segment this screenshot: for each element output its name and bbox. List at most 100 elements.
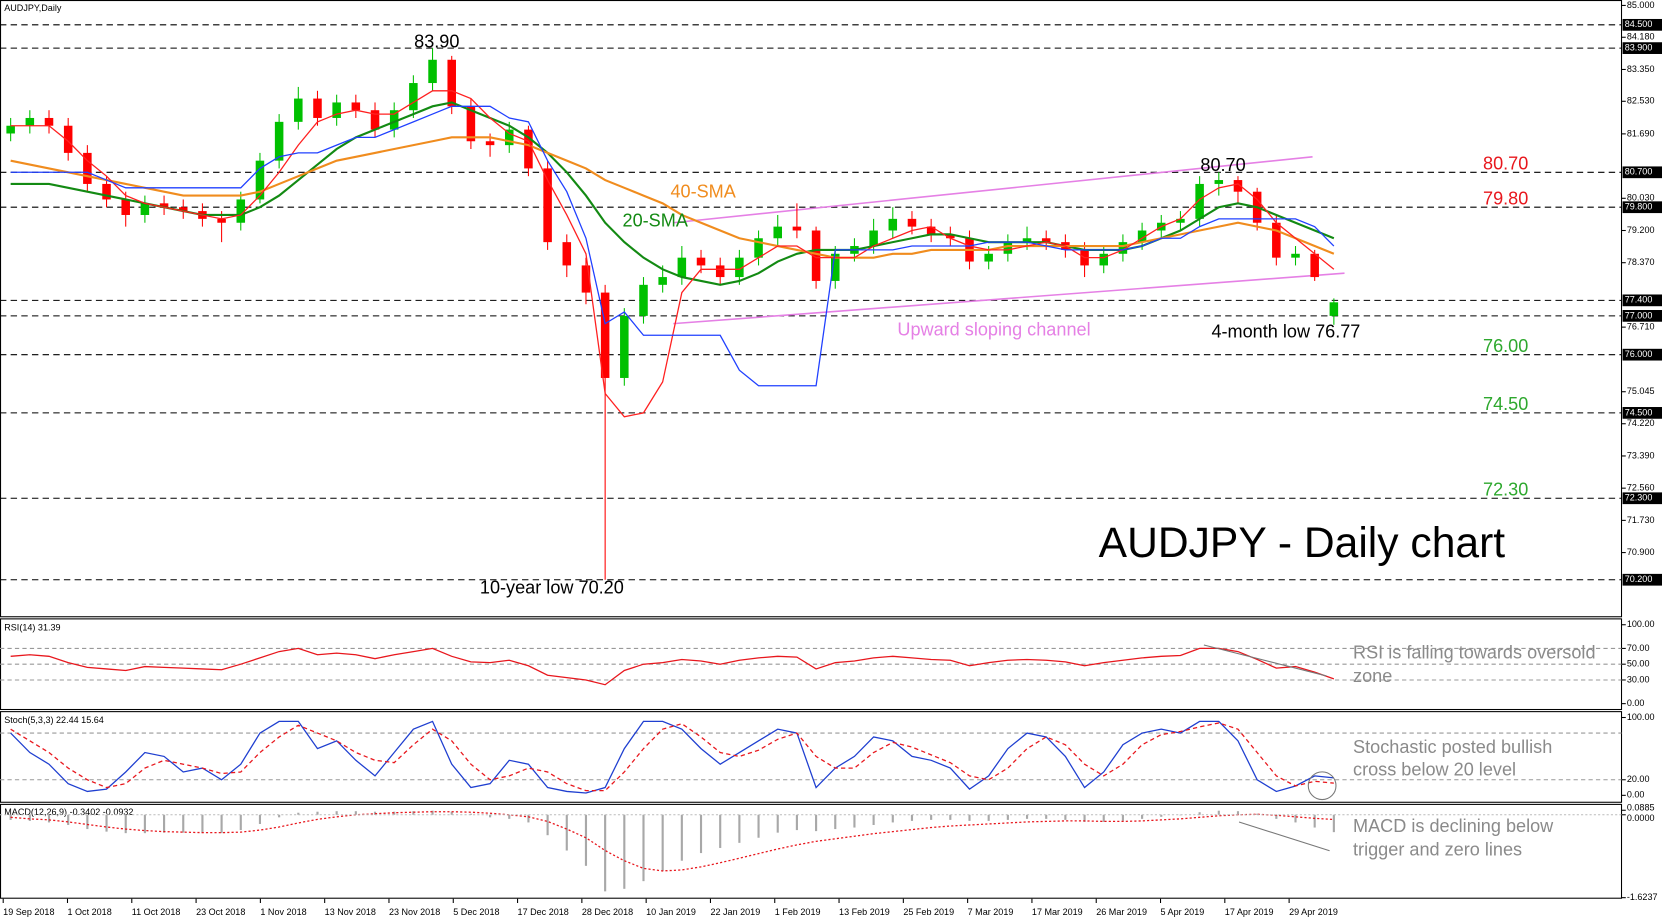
histogram-bar <box>105 814 108 832</box>
candle-body <box>639 284 648 316</box>
level-box <box>1622 294 1662 307</box>
panel-header: RSI(14) 31.39 <box>4 622 60 632</box>
y-tick-label: 71.730 <box>1627 515 1655 525</box>
x-tick-label: 29 Apr 2019 <box>1289 907 1338 917</box>
candle-body <box>140 203 150 215</box>
y-tick-label: 0.00 <box>1627 790 1645 800</box>
histogram-bar <box>220 814 223 834</box>
y-tick-label: 75.045 <box>1627 386 1655 396</box>
candle-body <box>332 102 341 118</box>
level-note: 80.70 <box>1483 154 1528 174</box>
level-box <box>1622 166 1662 179</box>
series-label: 20-SMA <box>623 211 689 231</box>
histogram-bar <box>757 814 760 838</box>
candle-body <box>294 98 303 122</box>
level-label: 83.900 <box>1625 43 1653 53</box>
level-box <box>1622 201 1662 214</box>
histogram-bar <box>182 814 185 833</box>
candle-body <box>600 292 610 378</box>
histogram-bar <box>124 814 127 834</box>
candle-body <box>255 160 265 200</box>
histogram-bar <box>930 814 933 820</box>
histogram-bar <box>1313 814 1316 828</box>
candle-body <box>178 207 188 212</box>
y-tick-label: 30.00 <box>1627 674 1650 684</box>
histogram-bar <box>891 814 894 823</box>
level-box <box>1622 42 1662 54</box>
candle-body <box>1003 242 1013 254</box>
candle-body <box>504 129 514 146</box>
frame <box>0 0 1623 899</box>
candle-body <box>869 230 878 247</box>
histogram-bar <box>1160 814 1163 817</box>
y-tick-label: 0.0000 <box>1627 813 1655 823</box>
histogram-bar <box>201 814 204 834</box>
panel: Stoch(5,3,3) 22.44 15.64 100.00 20.00 0.00 S… <box>0 712 1655 800</box>
histogram-bar <box>834 814 837 830</box>
histogram-bar <box>469 813 472 815</box>
candle-body <box>677 257 687 278</box>
candle-body <box>1272 222 1281 258</box>
candle-body <box>25 117 35 126</box>
level-note: 76.00 <box>1483 336 1528 356</box>
histogram-bar <box>604 814 607 892</box>
histogram-bar <box>1332 814 1335 833</box>
y-tick-label: 83.350 <box>1627 64 1655 74</box>
y-tick-label: 0.0885 <box>1627 802 1655 812</box>
candle-body <box>984 253 993 262</box>
histogram-bar <box>1121 814 1124 821</box>
y-tick-label: 76.710 <box>1627 322 1655 332</box>
level-box <box>1622 348 1662 361</box>
y-tick-label: 80.030 <box>1627 193 1655 203</box>
candle-body <box>926 226 936 235</box>
x-tick-label: 17 Mar 2019 <box>1032 907 1083 917</box>
annotation: 80.70 <box>1200 155 1245 175</box>
stoch-cross-circle <box>1307 771 1337 801</box>
candle-body <box>1329 302 1339 316</box>
candle-body <box>1310 253 1319 278</box>
annotation: 83.90 <box>414 31 459 51</box>
x-tick-label: 11 Oct 2018 <box>132 907 181 917</box>
histogram-bar <box>67 814 70 825</box>
histogram-bar <box>143 814 146 834</box>
chart-title: AUDJPY - Daily chart <box>1099 519 1506 567</box>
candle-body <box>236 199 246 223</box>
indicator-line <box>10 136 1335 259</box>
panel-note: Stochastic posted bullish <box>1353 737 1552 757</box>
candle-body <box>581 265 591 293</box>
candle-body <box>831 253 840 281</box>
x-tick-label: 10 Jan 2019 <box>646 907 696 917</box>
indicator-line <box>10 720 1334 794</box>
candle-body <box>313 98 322 118</box>
candle-body <box>389 110 399 130</box>
histogram-bar <box>1294 814 1297 823</box>
histogram-bar <box>1236 811 1240 815</box>
candle-body <box>735 257 744 278</box>
histogram-bar <box>853 814 856 828</box>
candle-body <box>1099 253 1108 266</box>
level-label: 72.300 <box>1625 493 1653 503</box>
level-box <box>1622 573 1662 586</box>
histogram-bar <box>28 814 31 821</box>
candle-body <box>1233 180 1243 192</box>
x-tick-label: 13 Feb 2019 <box>839 907 890 917</box>
candle-body <box>485 141 495 146</box>
annotation: 4-month low 76.77 <box>1211 321 1360 341</box>
candle-body <box>1022 238 1032 243</box>
y-tick-label: -1.6237 <box>1627 892 1658 902</box>
candle-body <box>274 121 284 161</box>
level-box <box>1622 18 1662 31</box>
histogram-bar <box>527 814 530 823</box>
channel-upper <box>673 155 1313 224</box>
y-tick-label: 70.00 <box>1627 643 1650 653</box>
level-label: 84.500 <box>1625 19 1653 29</box>
level-label: 74.500 <box>1625 407 1653 417</box>
x-tick-label: 22 Jan 2019 <box>710 907 760 917</box>
histogram-bar <box>1006 814 1009 820</box>
y-tick-label: 70.900 <box>1627 547 1655 557</box>
y-tick-label: 100.00 <box>1627 712 1655 722</box>
level-box <box>1622 492 1662 505</box>
candle-body <box>466 106 476 142</box>
histogram-bar <box>680 814 683 861</box>
